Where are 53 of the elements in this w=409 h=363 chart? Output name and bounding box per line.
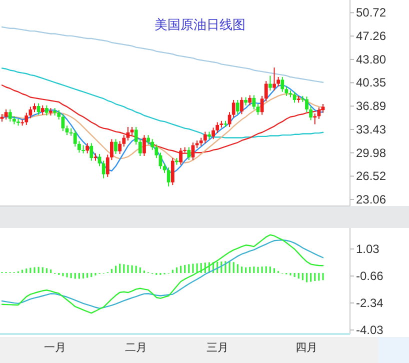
- candlestick: [272, 67, 276, 92]
- candlestick: [8, 108, 12, 122]
- candlestick: [212, 127, 215, 140]
- candlestick: [98, 153, 102, 167]
- candlestick: [166, 167, 170, 187]
- x-tick-label: 二月: [125, 342, 148, 354]
- candlestick: [82, 144, 85, 154]
- candlestick: [256, 104, 260, 116]
- y-tick-label: 26.52: [356, 169, 386, 184]
- candlestick: [305, 96, 308, 113]
- x-tick-label: 四月: [296, 342, 318, 354]
- candlestick: [24, 112, 28, 126]
- y-tick-label: 33.43: [356, 122, 386, 136]
- candlestick: [240, 96, 244, 115]
- candlestick: [313, 112, 317, 125]
- candlestick: [61, 114, 65, 132]
- candlestick: [118, 140, 122, 154]
- x-tick-label: 三月: [206, 342, 228, 354]
- candlestick: [126, 126, 130, 141]
- y-tick-label: 50.72: [356, 6, 386, 20]
- candlestick: [232, 99, 236, 118]
- y-tick-label: 29.98: [356, 146, 386, 160]
- candlestick: [292, 91, 296, 104]
- text: 美国原油日线图: [154, 17, 246, 32]
- candlestick: [276, 76, 280, 87]
- candlestick: [268, 75, 272, 92]
- candlestick: [309, 106, 313, 121]
- candlestick: [248, 94, 252, 106]
- candlestick: [236, 99, 240, 115]
- x-tick-label: 一月: [44, 342, 66, 354]
- candlestick: [252, 94, 256, 110]
- y-tick-label: -2.34: [356, 296, 384, 310]
- candlestick: [90, 142, 94, 162]
- y-tick-label: 40.35: [356, 76, 386, 90]
- y-tick-label: 23.06: [356, 192, 386, 207]
- candlestick: [4, 108, 8, 120]
- y-tick-label: -0.66: [356, 269, 384, 284]
- candlestick: [280, 76, 284, 92]
- candlestick: [146, 134, 150, 146]
- y-tick-label: 1.03: [356, 242, 380, 256]
- candlestick: [44, 104, 48, 116]
- y-tick-label: 47.26: [356, 29, 386, 44]
- candlestick: [170, 158, 174, 186]
- candlestick: [114, 138, 118, 154]
- y-tick-label: -4.03: [356, 322, 384, 337]
- candlestick: [86, 142, 90, 154]
- candlestick: [36, 102, 40, 116]
- candlestick: [187, 146, 191, 161]
- candlestick: [203, 131, 207, 144]
- candlestick: [40, 104, 44, 116]
- y-tick-label: 43.80: [356, 52, 386, 66]
- y-tick-label: 36.89: [356, 99, 386, 114]
- candlestick: [102, 160, 106, 179]
